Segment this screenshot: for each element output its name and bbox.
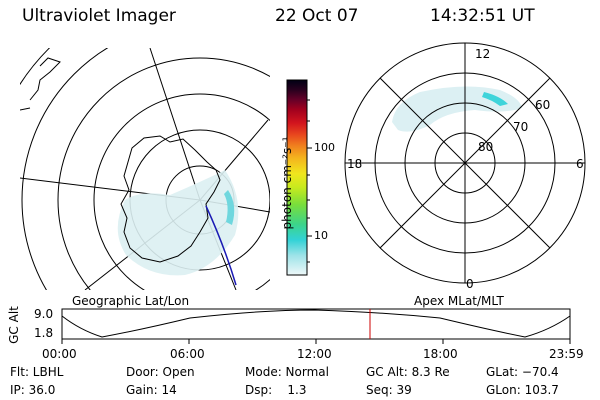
- altitude-curve: [61, 309, 571, 338]
- status-gc-alt: GC Alt: 8.3 Re: [366, 365, 450, 379]
- mlt-label-0: 0: [466, 277, 474, 291]
- instrument-title: Ultraviolet Imager: [22, 6, 176, 26]
- timeline-xtick-0600: 06:00: [170, 347, 205, 361]
- timeline-ylabel: GC Alt: [6, 306, 21, 344]
- mlat-label-80: 80: [478, 140, 494, 154]
- timeline-ytick-bottom: 1.8: [34, 326, 54, 340]
- mlt-label-18: 18: [347, 157, 363, 171]
- status-seq: Seq: 39: [366, 383, 412, 397]
- status-door: Door: Open: [126, 365, 195, 379]
- mlt-label-6: 6: [576, 157, 584, 171]
- apex-label: Apex MLat/MLT: [414, 294, 504, 308]
- status-filter: Flt: LBHL: [10, 365, 64, 379]
- colorbar-tick-label-10: 10: [314, 229, 328, 242]
- status-dsp: Dsp: 1.3: [245, 383, 307, 397]
- time-label: 14:32:51 UT: [430, 6, 535, 26]
- mlat-label-70: 70: [513, 120, 529, 134]
- date-label: 22 Oct 07: [275, 6, 359, 26]
- mlat-label-60: 60: [535, 98, 551, 112]
- status-glat: GLat: −70.4: [486, 365, 559, 379]
- timeline-xtick-2359: 23:59: [549, 347, 584, 361]
- mlt-label-12: 12: [475, 47, 491, 61]
- timeline-frame: [61, 308, 571, 340]
- colorbar-tick-label-100: 100: [314, 141, 335, 154]
- geographic-label: Geographic Lat/Lon: [72, 294, 190, 308]
- status-ip: IP: 36.0: [10, 383, 56, 397]
- status-mode: Mode: Normal: [245, 365, 329, 379]
- status-gain: Gain: 14: [126, 383, 177, 397]
- timeline-xtick-1200: 12:00: [297, 347, 332, 361]
- timeline-ytick-top: 9.0: [34, 307, 54, 321]
- status-glon: GLon: 103.7: [486, 383, 559, 397]
- timeline-xtick-1800: 18:00: [423, 347, 458, 361]
- timeline-xtick-0000: 00:00: [42, 347, 77, 361]
- colorbar-gradient: [286, 79, 308, 276]
